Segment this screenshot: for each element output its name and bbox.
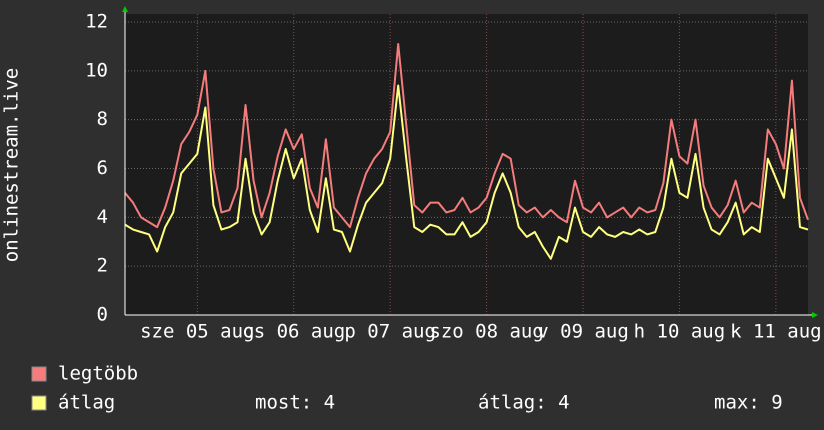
y-tick-label: 10	[85, 59, 108, 81]
stat-label: átlag: 4	[478, 392, 570, 414]
lines	[124, 42, 809, 260]
x-tick-label: k 11 aug	[730, 321, 822, 343]
x-tick-label: sze 05 aug	[140, 321, 254, 343]
legend-label: legtöbb	[58, 363, 138, 385]
legend-swatch	[31, 395, 47, 411]
y-tick-label: 2	[97, 255, 108, 277]
legend-swatch	[31, 366, 47, 382]
y-tick-label: 8	[97, 108, 108, 130]
y-axis-label: onlinestream.live	[1, 68, 23, 262]
stat-label: max: 9	[714, 392, 783, 414]
legend: legtöbb átlag most: 4 átlag: 4 max: 9	[31, 363, 783, 414]
series-line	[124, 84, 809, 260]
x-tick-label: szo 08 aug	[429, 321, 543, 343]
x-tick-label: h 10 aug	[634, 321, 726, 343]
x-axis-arrow	[812, 312, 818, 318]
series-line	[124, 42, 809, 229]
y-tick-label: 12	[85, 11, 108, 33]
legend-label: átlag	[58, 392, 115, 414]
y-tick-label: 4	[97, 206, 108, 228]
y-tick-label: 0	[97, 304, 108, 326]
x-tick-label: cs 06 aug	[242, 321, 345, 343]
stat-label: most: 4	[255, 392, 335, 414]
y-tick-label: 6	[97, 157, 108, 179]
grid	[125, 14, 808, 316]
x-tick-label: v 09 aug	[537, 321, 629, 343]
x-tick-label: p 07 aug	[344, 321, 436, 343]
y-axis-arrow	[122, 6, 128, 12]
plot-area	[125, 14, 808, 315]
